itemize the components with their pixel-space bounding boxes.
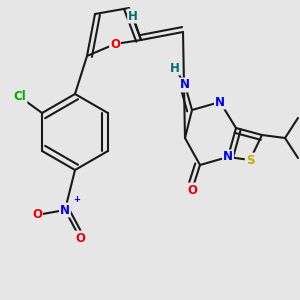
- Text: O: O: [75, 232, 85, 244]
- Text: +: +: [74, 196, 80, 205]
- Text: N: N: [180, 79, 190, 92]
- Text: O: O: [187, 184, 197, 196]
- Text: H: H: [170, 61, 180, 74]
- Text: Cl: Cl: [14, 91, 26, 103]
- Text: N: N: [215, 95, 225, 109]
- Text: N: N: [60, 203, 70, 217]
- Text: N: N: [223, 151, 233, 164]
- Text: O: O: [110, 38, 120, 50]
- Text: O: O: [32, 208, 42, 221]
- Text: H: H: [128, 10, 138, 22]
- Text: S: S: [246, 154, 254, 166]
